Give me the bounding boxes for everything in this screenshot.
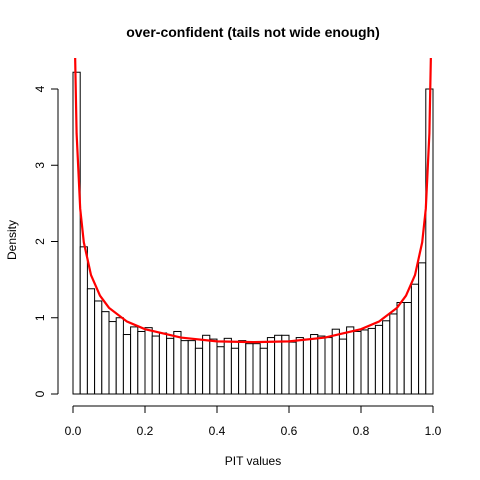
- y-tick-label: 2: [33, 238, 47, 245]
- y-tick-label: 3: [33, 162, 47, 169]
- bar: [266, 337, 276, 395]
- bar: [338, 338, 348, 395]
- bar: [180, 340, 189, 395]
- bar: [130, 326, 139, 395]
- x-tick-label: 0.8: [353, 424, 370, 438]
- bar: [187, 340, 196, 395]
- x-tick-label: 0.4: [209, 424, 226, 438]
- bar: [389, 313, 398, 395]
- x-tick-label: 0.0: [65, 424, 82, 438]
- bar: [317, 335, 326, 395]
- chart-title: over-confident (tails not wide enough): [126, 24, 380, 40]
- bar: [115, 317, 124, 395]
- bar: [137, 330, 146, 395]
- bar: [310, 334, 319, 395]
- bar: [259, 347, 268, 395]
- bar: [108, 321, 117, 395]
- bar: [166, 337, 175, 395]
- bar: [223, 337, 232, 395]
- bar: [101, 311, 110, 395]
- bar: [324, 337, 333, 395]
- bar: [216, 346, 225, 395]
- bar: [144, 327, 153, 395]
- x-tick-label: 1.0: [425, 424, 442, 438]
- bar: [79, 246, 88, 395]
- bar: [94, 300, 103, 395]
- bar: [230, 347, 240, 395]
- bar: [288, 341, 297, 395]
- y-axis-label: Density: [5, 220, 19, 260]
- y-tick-label: 0: [33, 390, 47, 397]
- curve-group: [74, 58, 432, 344]
- bar: [209, 338, 218, 395]
- bar: [72, 71, 81, 395]
- bar: [86, 288, 96, 395]
- y-tick-label: 4: [33, 85, 47, 92]
- bar: [202, 334, 211, 395]
- x-tick-label: 0.2: [137, 424, 154, 438]
- bar: [367, 327, 376, 395]
- y-tick-label: 1: [33, 314, 47, 321]
- density-curve: [74, 58, 432, 344]
- bar: [403, 302, 412, 395]
- x-axis-label: PIT values: [225, 454, 281, 468]
- bar: [158, 332, 168, 395]
- bar: [281, 334, 290, 395]
- bar: [360, 329, 369, 395]
- bar: [122, 334, 132, 395]
- bar: [302, 338, 312, 395]
- bar: [274, 334, 283, 395]
- bar: [252, 343, 261, 395]
- bar: [382, 320, 391, 395]
- bar: [418, 262, 427, 395]
- bar: [346, 326, 355, 395]
- x-tick-label: 0.6: [281, 424, 298, 438]
- bar: [410, 283, 420, 395]
- bar: [374, 324, 384, 395]
- bar: [245, 343, 254, 395]
- bar: [173, 330, 182, 395]
- bar: [295, 337, 304, 395]
- bar: [194, 347, 204, 395]
- bar: [396, 302, 405, 395]
- bar: [331, 328, 340, 395]
- bar: [151, 335, 160, 395]
- bar: [353, 330, 362, 395]
- bar: [238, 340, 247, 395]
